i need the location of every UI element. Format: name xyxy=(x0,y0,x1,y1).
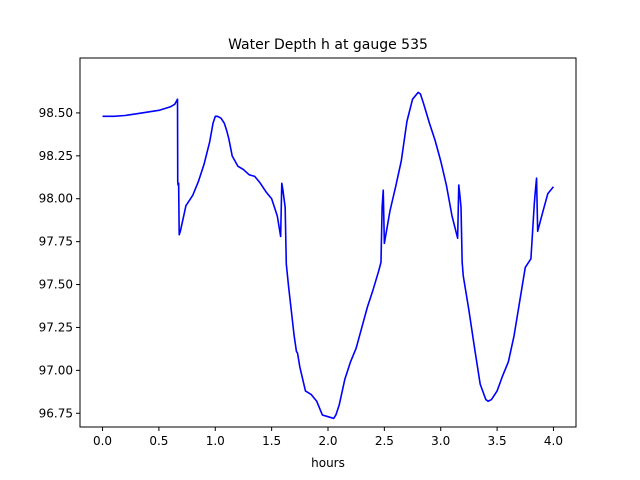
x-tick-label: 1.0 xyxy=(206,434,225,448)
axes-frame xyxy=(79,57,577,428)
x-tick-label: 2.5 xyxy=(375,434,394,448)
y-tick-label: 97.75 xyxy=(39,235,73,249)
x-tick-label: 3.5 xyxy=(488,434,507,448)
y-tick-label: 98.25 xyxy=(39,149,73,163)
plot-area xyxy=(102,91,555,420)
series-line xyxy=(102,91,555,420)
x-tick-label: 1.5 xyxy=(262,434,281,448)
x-axis: 0.0 0.5 1.0 1.5 2.0 2.5 3.0 3.5 4.0 xyxy=(93,427,563,448)
x-tick-label: 3.0 xyxy=(431,434,450,448)
x-tick-label: 0.5 xyxy=(149,434,168,448)
x-axis-label: hours xyxy=(311,456,345,470)
y-tick-label: 96.75 xyxy=(39,406,73,420)
y-tick-label: 97.00 xyxy=(39,363,73,377)
y-tick-label: 98.50 xyxy=(39,106,73,120)
y-tick-label: 97.25 xyxy=(39,320,73,334)
y-tick-label: 98.00 xyxy=(39,192,73,206)
y-tick-label: 97.50 xyxy=(39,278,73,292)
x-tick-label: 2.0 xyxy=(318,434,337,448)
x-tick-label: 0.0 xyxy=(93,434,112,448)
y-axis: 96.75 97.00 97.25 97.50 97.75 98.00 98.25 98.50 xyxy=(39,106,80,420)
chart-title: Water Depth h at gauge 535 xyxy=(228,37,428,53)
x-tick-label: 4.0 xyxy=(544,434,563,448)
